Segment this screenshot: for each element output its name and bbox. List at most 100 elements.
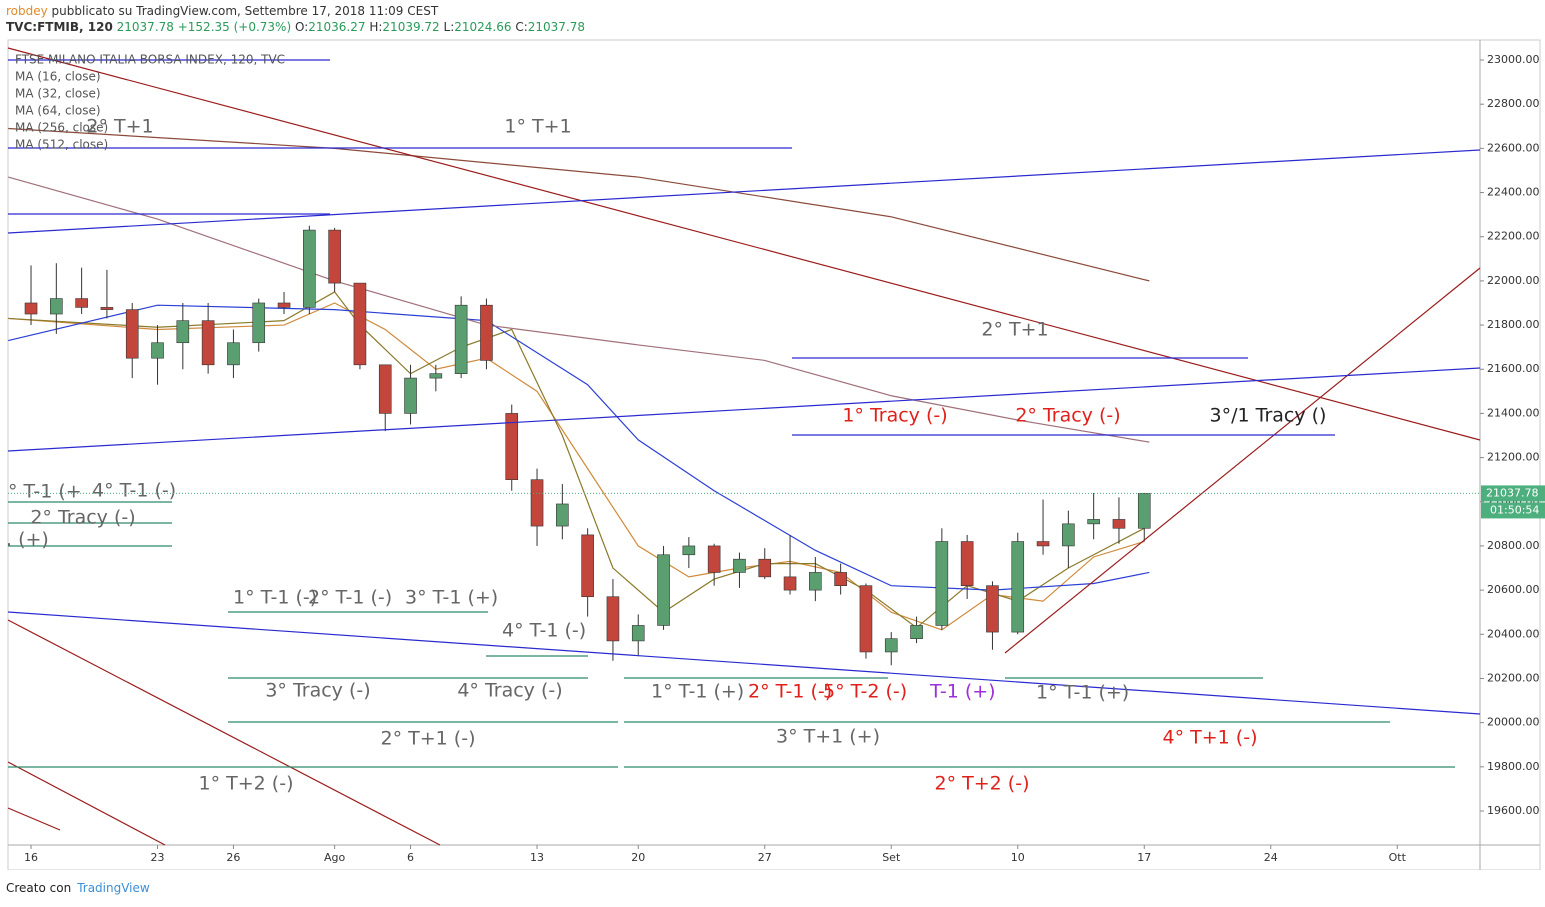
candle-body <box>530 479 544 527</box>
candle-body <box>227 342 240 366</box>
x-tick-label: 23 <box>151 851 165 864</box>
trendline <box>1004 267 1481 654</box>
annotation: 2° T+1 <box>981 319 1048 341</box>
candle-body <box>480 304 493 361</box>
published: pubblicato su TradingView.com, Settembre… <box>47 4 439 18</box>
annotation: 2° T+1 <box>86 116 153 138</box>
c-label: C: <box>515 20 528 34</box>
candle-body <box>75 298 88 308</box>
annotation: 2° T+1 (-) <box>381 728 476 750</box>
candle-body <box>151 342 164 359</box>
candle-body <box>834 572 847 586</box>
annotation: 1° Tracy (-) <box>842 405 947 427</box>
annotation: 4° T+1 (-) <box>1163 727 1258 749</box>
annotation: 2° Tracy (-) <box>1015 405 1120 427</box>
legend-entry: MA (64, close) <box>15 104 101 118</box>
candle-body <box>581 534 594 598</box>
footer: Creato con TradingView <box>6 881 150 895</box>
y-tick-label: 20400.00 <box>1487 627 1540 640</box>
trendline <box>7 47 1481 441</box>
header-line-1: robdey pubblicato su TradingView.com, Se… <box>6 3 585 19</box>
chart-title: FTSE MILANO ITALIA BORSA INDEX, 120, TVC <box>15 53 285 67</box>
h-label: H: <box>369 20 383 34</box>
annotation: 3° T-1 (+) <box>405 587 498 609</box>
x-tick-label: 26 <box>226 851 240 864</box>
legend-entry: MA (256, close) <box>15 121 108 135</box>
annotation: 3° Tracy (-) <box>265 680 370 702</box>
annotation: 1° T+2 (-) <box>199 773 294 795</box>
y-tick-label: 19600.00 <box>1487 804 1540 817</box>
y-tick-label: 22400.00 <box>1487 186 1540 199</box>
moving-average <box>8 302 1145 631</box>
y-tick-label: 20800.00 <box>1487 539 1540 552</box>
candle-body <box>910 625 923 640</box>
annotation: 2° T-1 (-) <box>748 681 832 703</box>
annotation: 4° T-1 (-) <box>502 620 586 642</box>
candle-body <box>454 304 468 374</box>
last-price-label: 21037.78 <box>1486 486 1539 499</box>
candle-body <box>125 309 139 359</box>
annotation: 4° T-1 (-) <box>92 480 176 502</box>
close: 21037.78 <box>527 20 586 34</box>
annotation: 2° T-1 (-) <box>308 587 392 609</box>
x-tick-label: 17 <box>1137 851 1151 864</box>
candle-body <box>884 638 898 653</box>
y-tick-label: 21400.00 <box>1487 406 1540 419</box>
low: 21024.66 <box>454 20 512 34</box>
y-tick-label: 23000.00 <box>1487 53 1540 66</box>
x-tick-label: Ago <box>324 851 346 864</box>
moving-average <box>8 176 1150 443</box>
high: 21039.72 <box>382 20 440 34</box>
change: +152.35 (+0.73%) <box>177 20 292 34</box>
made-with: Creato con <box>6 881 72 895</box>
candle-body <box>252 302 266 344</box>
x-tick-label: 24 <box>1264 851 1278 864</box>
annotation: 3° T+1 (+) <box>776 726 880 748</box>
candle-body <box>50 298 63 315</box>
annotation: 2° Tracy (-) <box>30 507 135 529</box>
user[interactable]: robdey <box>6 4 48 18</box>
y-tick-label: 22800.00 <box>1487 97 1540 110</box>
annotation: T-1 (+) <box>929 681 996 703</box>
countdown-box <box>1481 502 1545 519</box>
y-tick-label: 21200.00 <box>1487 451 1540 464</box>
annotation: 1° T-1 (-) <box>233 587 317 609</box>
candle-body <box>328 229 341 284</box>
annotation: 1° T-1 (+) <box>651 681 744 703</box>
candle-body <box>809 572 822 591</box>
brand[interactable]: TradingView <box>77 881 150 895</box>
candle-body <box>1112 519 1126 529</box>
candle-body <box>100 307 114 310</box>
annotations: 2° T+1 1° T+1 2° T+1 1° Tracy (-) 2° Tra… <box>6 116 1326 795</box>
plot <box>8 127 1151 666</box>
y-tick-label: 19800.00 <box>1487 760 1540 773</box>
candle-body <box>758 558 772 578</box>
y-tick-label: 20000.00 <box>1487 716 1540 729</box>
l-label: L: <box>443 20 455 34</box>
candle-body <box>1011 541 1025 633</box>
open: 21036.27 <box>308 20 366 34</box>
candle-body <box>733 558 746 573</box>
last-price-box <box>1481 485 1545 502</box>
frame <box>7 39 1541 870</box>
candle-body <box>404 377 417 414</box>
header-line-2: TVC:FTMIB, 120 21037.78 +152.35 (+0.73%)… <box>6 19 585 35</box>
candle-body <box>556 503 569 527</box>
candle-body <box>378 364 392 414</box>
x-tick-label: 13 <box>530 851 544 864</box>
legend-entry: MA (32, close) <box>15 87 101 101</box>
last: 21037.78 <box>116 20 174 34</box>
trendline <box>7 807 61 831</box>
candle-body <box>631 625 645 642</box>
candle-body <box>707 545 721 573</box>
annotation: 4° Tracy (-) <box>457 680 562 702</box>
moving-average <box>8 304 1150 591</box>
candle-body <box>303 229 316 308</box>
candle-body <box>986 585 999 633</box>
annotation: 2° T+2 (-) <box>935 773 1030 795</box>
candle-body <box>353 282 367 366</box>
candle-body <box>935 541 949 626</box>
annotation: 3°/1 Tracy () <box>1210 405 1327 427</box>
trendline <box>7 619 441 846</box>
candle-body <box>682 545 696 556</box>
